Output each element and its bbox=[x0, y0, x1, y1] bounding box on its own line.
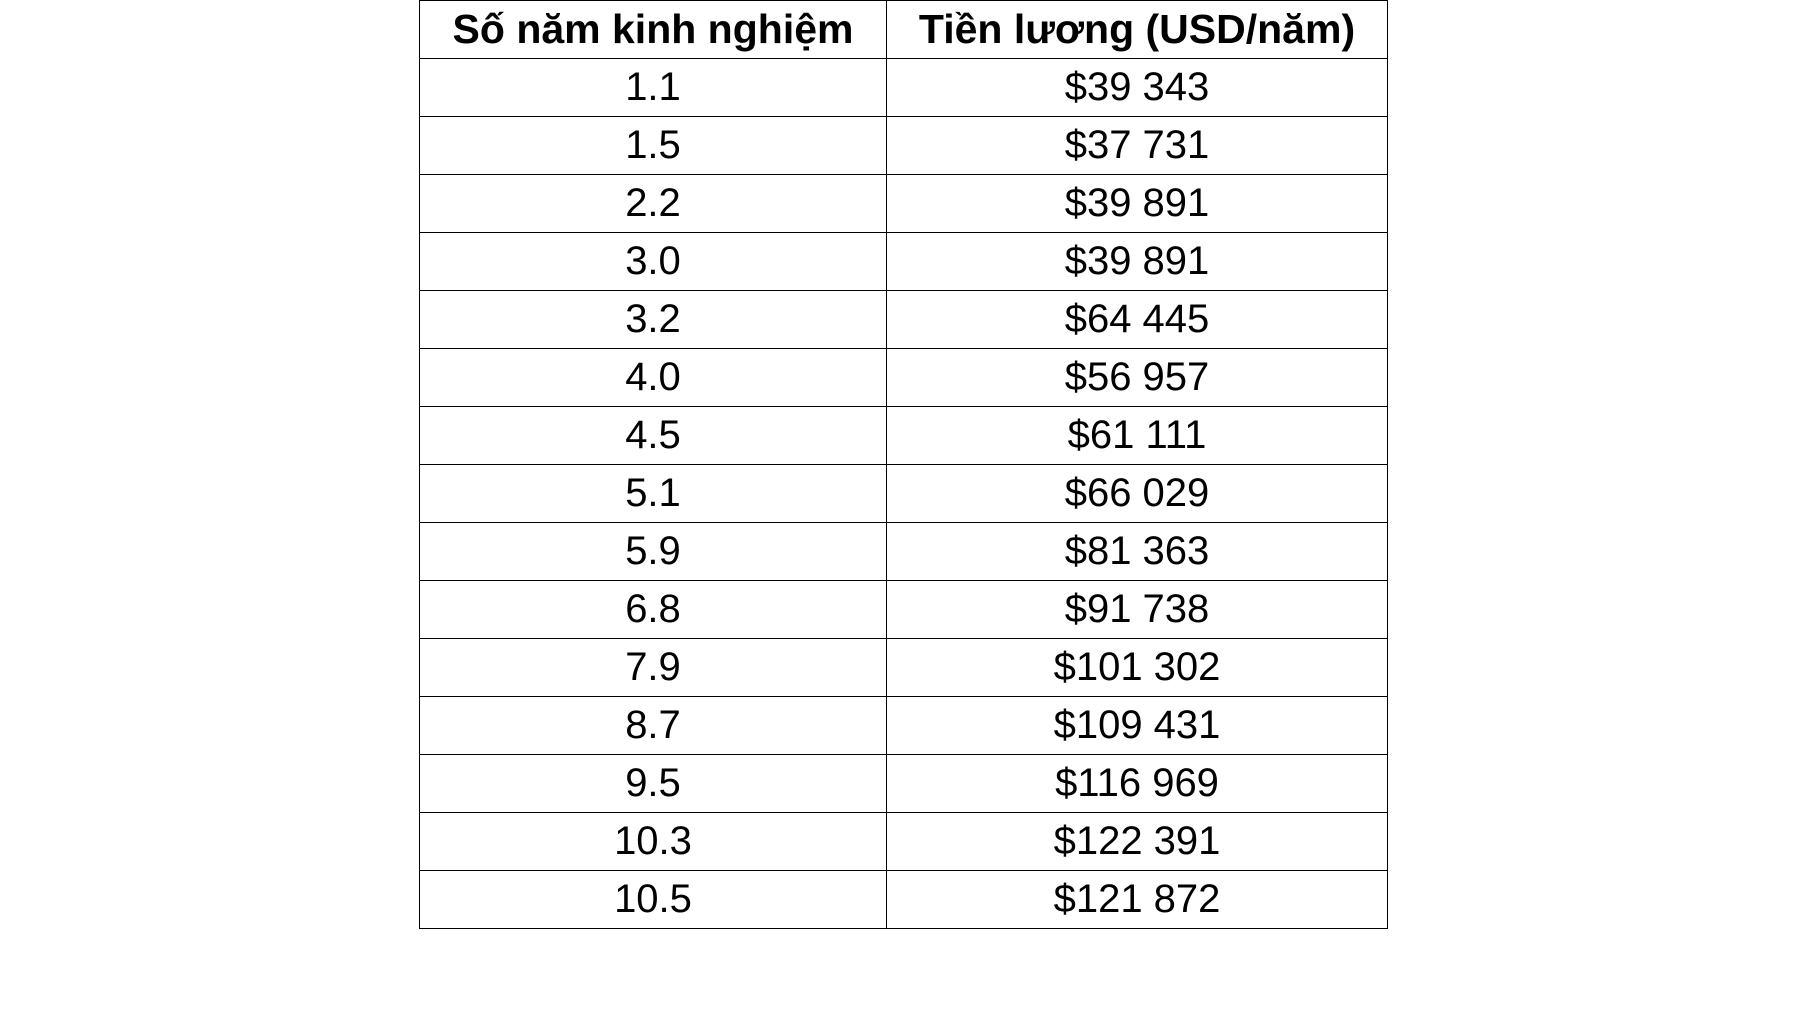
table-row: 2.2 $39 891 bbox=[419, 174, 1388, 233]
salary-table-container: Số năm kinh nghiệm Tiền lương (USD/năm) … bbox=[419, 0, 1388, 929]
header-row: Số năm kinh nghiệm Tiền lương (USD/năm) bbox=[419, 0, 1388, 59]
experience-cell: 7.9 bbox=[419, 638, 887, 697]
salary-cell: $122 391 bbox=[886, 812, 1388, 871]
experience-cell: 10.3 bbox=[419, 812, 887, 871]
salary-cell: $61 111 bbox=[886, 406, 1388, 465]
salary-cell: $39 343 bbox=[886, 58, 1388, 117]
salary-cell: $66 029 bbox=[886, 464, 1388, 523]
table-row: 5.1 $66 029 bbox=[419, 464, 1388, 523]
table-row: 7.9 $101 302 bbox=[419, 638, 1388, 697]
experience-cell: 5.1 bbox=[419, 464, 887, 523]
experience-cell: 8.7 bbox=[419, 696, 887, 755]
salary-cell: $56 957 bbox=[886, 348, 1388, 407]
salary-cell: $39 891 bbox=[886, 232, 1388, 291]
salary-cell: $39 891 bbox=[886, 174, 1388, 233]
experience-cell: 3.0 bbox=[419, 232, 887, 291]
table-row: 10.3 $122 391 bbox=[419, 812, 1388, 871]
experience-cell: 6.8 bbox=[419, 580, 887, 639]
salary-cell: $121 872 bbox=[886, 870, 1388, 929]
table-row: 4.0 $56 957 bbox=[419, 348, 1388, 407]
table-row: 10.5 $121 872 bbox=[419, 870, 1388, 929]
salary-cell: $101 302 bbox=[886, 638, 1388, 697]
table-row: 3.0 $39 891 bbox=[419, 232, 1388, 291]
experience-cell: 9.5 bbox=[419, 754, 887, 813]
salary-cell: $37 731 bbox=[886, 116, 1388, 175]
experience-cell: 1.1 bbox=[419, 58, 887, 117]
experience-cell: 5.9 bbox=[419, 522, 887, 581]
salary-cell: $116 969 bbox=[886, 754, 1388, 813]
experience-cell: 10.5 bbox=[419, 870, 887, 929]
table-row: 9.5 $116 969 bbox=[419, 754, 1388, 813]
experience-cell: 4.0 bbox=[419, 348, 887, 407]
table-row: 8.7 $109 431 bbox=[419, 696, 1388, 755]
header-salary: Tiền lương (USD/năm) bbox=[886, 0, 1388, 59]
salary-cell: $64 445 bbox=[886, 290, 1388, 349]
experience-cell: 4.5 bbox=[419, 406, 887, 465]
table-row: 6.8 $91 738 bbox=[419, 580, 1388, 639]
salary-cell: $109 431 bbox=[886, 696, 1388, 755]
table-header: Số năm kinh nghiệm Tiền lương (USD/năm) bbox=[419, 0, 1388, 59]
table-row: 3.2 $64 445 bbox=[419, 290, 1388, 349]
salary-cell: $91 738 bbox=[886, 580, 1388, 639]
table-row: 4.5 $61 111 bbox=[419, 406, 1388, 465]
experience-cell: 3.2 bbox=[419, 290, 887, 349]
salary-table: Số năm kinh nghiệm Tiền lương (USD/năm) … bbox=[419, 0, 1388, 929]
experience-cell: 2.2 bbox=[419, 174, 887, 233]
table-row: 5.9 $81 363 bbox=[419, 522, 1388, 581]
experience-cell: 1.5 bbox=[419, 116, 887, 175]
table-body: 1.1 $39 343 1.5 $37 731 2.2 $39 891 3.0 … bbox=[419, 58, 1388, 929]
salary-cell: $81 363 bbox=[886, 522, 1388, 581]
table-row: 1.1 $39 343 bbox=[419, 58, 1388, 117]
table-row: 1.5 $37 731 bbox=[419, 116, 1388, 175]
header-experience-years: Số năm kinh nghiệm bbox=[419, 0, 887, 59]
